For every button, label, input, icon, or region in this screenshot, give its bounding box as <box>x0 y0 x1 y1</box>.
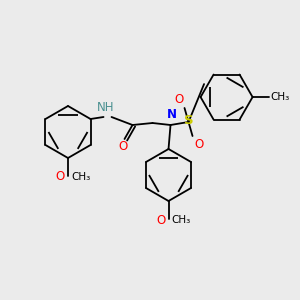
Text: CH₃: CH₃ <box>172 215 191 225</box>
Text: S: S <box>184 115 193 128</box>
Text: CH₃: CH₃ <box>71 172 90 182</box>
Text: N: N <box>167 108 176 121</box>
Text: O: O <box>194 138 203 151</box>
Text: O: O <box>174 93 183 106</box>
Text: O: O <box>56 170 65 184</box>
Text: O: O <box>118 140 127 153</box>
Text: O: O <box>156 214 166 226</box>
Text: NH: NH <box>97 101 114 114</box>
Text: CH₃: CH₃ <box>271 92 290 102</box>
